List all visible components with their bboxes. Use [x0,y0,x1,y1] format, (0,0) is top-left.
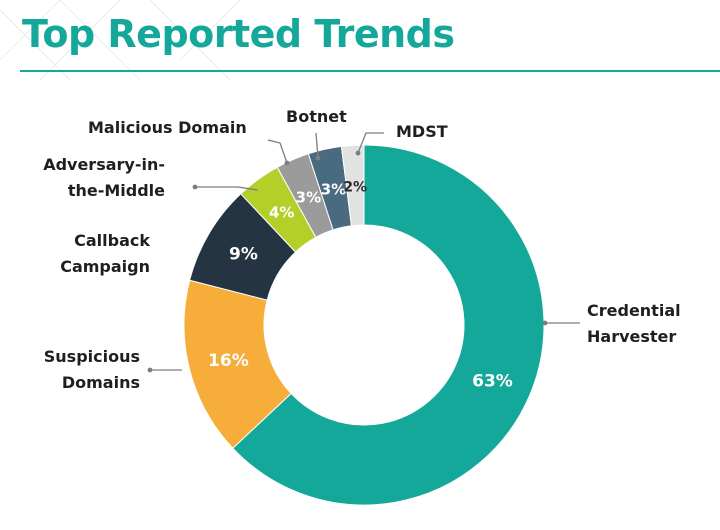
value-label-mdst: 2% [343,179,367,195]
page-title: Top Reported Trends [22,12,455,56]
value-label-callback-campaign: 9% [229,245,258,265]
slice-mdst [340,144,365,227]
category-label-mdst: MDST [396,122,448,141]
value-label-malicious-domain: 3% [296,189,321,207]
leader-line-botnet [315,132,319,159]
category-label-callback-campaign: Campaign [60,257,150,276]
category-label-adversary-in-the-middle: the-Middle [68,181,165,200]
leader-dot-mdst [355,150,361,156]
slice-credential-harvester [232,144,545,506]
category-label-credential-harvester: Harvester [587,327,676,346]
leader-line-malicious-domain [267,139,288,164]
category-label-botnet: Botnet [286,107,347,126]
value-label-suspicious-domains: 16% [208,351,249,371]
category-label-adversary-in-the-middle: Adversary-in- [43,155,165,174]
category-label-suspicious-domains: Domains [62,373,140,392]
leader-dot-credential-harvester [542,320,548,326]
value-label-botnet: 3% [321,180,346,198]
background-decoration [0,0,241,80]
title-underline [20,70,720,72]
category-label-malicious-domain: Malicious Domain [88,118,247,137]
leader-dot-malicious-domain [284,160,290,166]
leader-dot-suspicious-domains [147,367,153,373]
value-label-credential-harvester: 63% [472,372,513,392]
leader-dot-adversary-in-the-middle [192,184,198,190]
category-label-suspicious-domains: Suspicious [44,347,140,366]
value-label-adversary-in-the-middle: 4% [269,204,294,222]
leader-line-adversary-in-the-middle [195,186,259,191]
category-label-callback-campaign: Callback [74,231,150,250]
category-label-credential-harvester: Credential [587,301,681,320]
leader-dot-botnet [315,155,321,161]
leader-line-mdst [357,132,384,154]
